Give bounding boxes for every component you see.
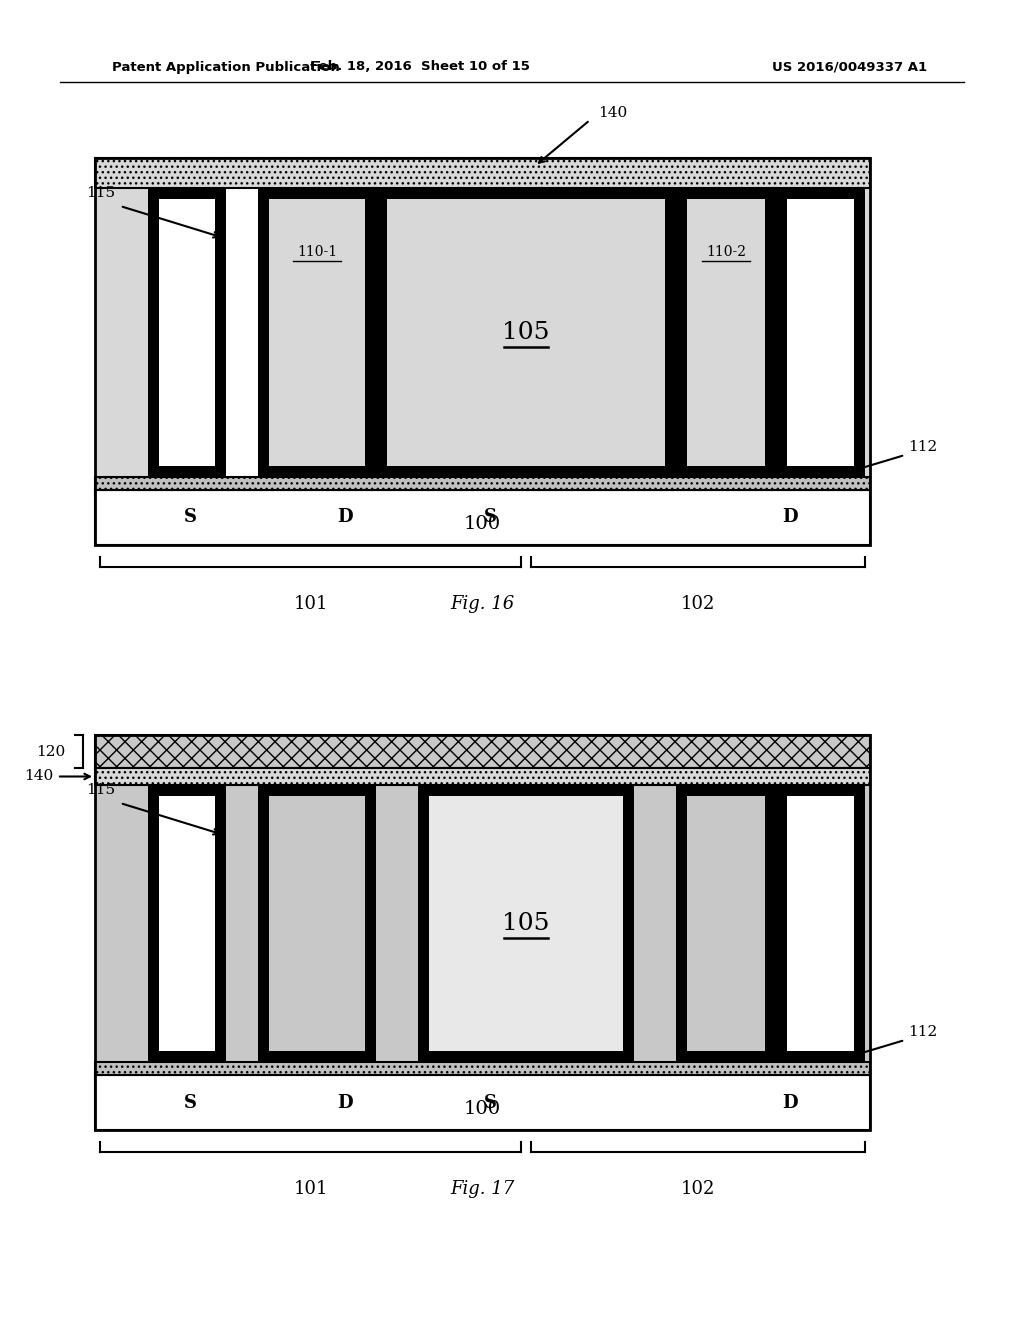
Bar [376,187,676,199]
Text: 100: 100 [464,515,501,533]
Bar [776,1051,865,1063]
Bar [676,466,776,477]
Bar [95,735,870,1130]
Bar [95,477,870,490]
Bar [95,785,148,1063]
Bar [148,466,226,477]
Text: D: D [337,1093,353,1111]
Bar [365,785,376,1063]
Text: D: D [782,508,798,527]
Bar [376,785,418,1063]
Bar [95,187,148,477]
Bar [148,785,159,1063]
Bar [95,158,870,187]
Text: Fig. 16: Fig. 16 [451,595,515,612]
Text: US 2016/0049337 A1: US 2016/0049337 A1 [772,61,928,74]
Bar [776,785,865,796]
Bar [148,187,226,199]
Bar [776,187,787,477]
Bar [776,187,865,477]
Bar [776,785,865,1063]
Text: Feb. 18, 2016  Sheet 10 of 15: Feb. 18, 2016 Sheet 10 of 15 [310,61,530,74]
Text: 105: 105 [502,321,550,345]
Bar [676,1051,776,1063]
Text: 101: 101 [293,595,328,612]
Bar [418,1051,634,1063]
Text: 110-2: 110-2 [706,244,746,259]
Bar [258,187,269,477]
Text: 102: 102 [681,595,715,612]
Text: 115: 115 [86,783,115,797]
Bar [776,785,787,1063]
Bar [148,1051,226,1063]
Bar [376,187,387,477]
Text: 102: 102 [681,1180,715,1199]
Bar [365,187,376,477]
Bar [215,785,226,1063]
Bar [95,785,870,1063]
Bar [676,785,776,1063]
Bar [215,187,226,477]
Bar [865,187,870,477]
Bar [623,785,634,1063]
Bar [776,187,865,199]
Bar [676,187,776,477]
Bar [258,785,269,1063]
Text: S: S [483,508,497,527]
Text: 115: 115 [86,186,115,201]
Text: 110-1: 110-1 [297,244,337,259]
Bar [376,187,676,477]
Text: 101: 101 [293,1180,328,1199]
Bar [258,785,376,1063]
Text: 140: 140 [24,770,53,784]
Bar [95,768,870,785]
Text: Patent Application Publication: Patent Application Publication [112,61,340,74]
Bar [854,187,865,477]
Bar [776,466,865,477]
Bar [258,466,376,477]
Bar [418,785,634,1063]
Bar [226,785,258,1063]
Bar [95,1074,870,1130]
Bar [765,187,776,477]
Bar [676,187,776,199]
Bar [148,187,159,477]
Text: 112: 112 [908,440,937,454]
Bar [95,490,870,545]
Bar [148,785,226,796]
Bar [258,187,376,199]
Bar [148,785,226,1063]
Bar [418,785,429,1063]
Text: D: D [782,1093,798,1111]
Text: S: S [183,508,197,527]
Bar [95,1063,870,1074]
Bar [854,785,865,1063]
Bar [376,466,676,477]
Bar [258,1051,376,1063]
Bar [418,785,634,796]
Text: 100: 100 [464,1100,501,1118]
Text: 140: 140 [598,106,628,120]
Text: Fig. 17: Fig. 17 [451,1180,515,1199]
Text: S: S [483,1093,497,1111]
Bar [676,785,687,1063]
Bar [665,187,676,477]
Bar [148,187,226,477]
Bar [95,735,870,768]
Text: S: S [183,1093,197,1111]
Text: D: D [337,508,353,527]
Bar [634,785,676,1063]
Bar [676,785,776,796]
Text: 105: 105 [502,912,550,935]
Bar [258,785,376,796]
Bar [95,158,870,545]
Text: 120: 120 [36,744,65,759]
Text: 112: 112 [908,1026,937,1039]
Bar [258,187,376,477]
Bar [676,187,687,477]
Bar [865,785,870,1063]
Bar [765,785,776,1063]
